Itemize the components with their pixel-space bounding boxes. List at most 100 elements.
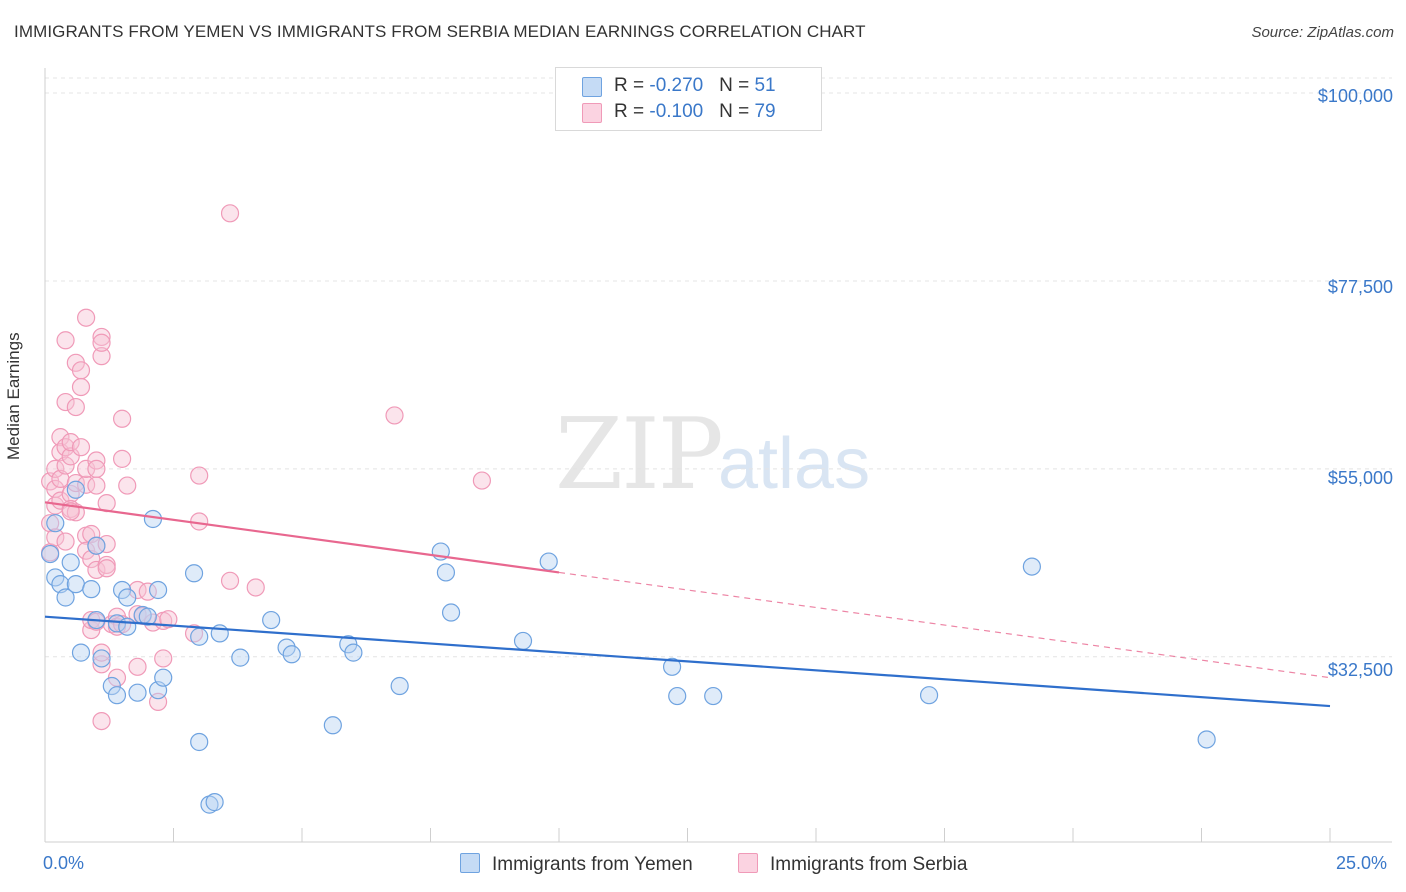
n-value: 79 <box>754 101 776 122</box>
yemen-point <box>1197 730 1216 749</box>
trend-lines <box>44 501 1331 708</box>
yemen-points <box>41 480 1216 814</box>
r-value: -0.270 <box>649 75 704 96</box>
serbia-point <box>77 475 96 494</box>
yemen-point <box>118 617 137 636</box>
serbia-point <box>51 428 70 447</box>
serbia-point <box>87 476 106 495</box>
serbia-point <box>87 459 106 478</box>
serbia-point <box>184 624 204 643</box>
yemen-point <box>71 643 91 662</box>
serbia-point <box>112 409 132 428</box>
yemen-point <box>190 732 209 752</box>
n-value: 51 <box>754 75 776 96</box>
yemen-point <box>154 668 173 687</box>
yemen-point <box>282 645 301 664</box>
serbia-point <box>385 406 404 425</box>
serbia-point <box>61 433 80 452</box>
x-tick-label-max: 25.0% <box>1336 853 1388 873</box>
yemen-point <box>102 676 121 696</box>
serbia-point <box>118 476 137 495</box>
n-label: N = <box>719 101 755 122</box>
y-tick-label: $77,500 <box>1327 277 1393 297</box>
serbia-point <box>97 559 116 578</box>
serbia-point <box>56 392 75 412</box>
yemen-point <box>231 648 250 667</box>
y-axis-label: Median Earnings <box>4 332 23 460</box>
yemen-point <box>143 509 163 529</box>
yemen-point <box>66 480 85 499</box>
serbia-point <box>92 333 111 352</box>
yemen-point <box>148 580 168 600</box>
serbia-point <box>56 331 75 350</box>
x-tick-label-min: 0.0% <box>43 853 85 873</box>
serbia-point <box>56 532 75 551</box>
yemen-trend-line <box>44 615 1331 708</box>
y-tick-label: $55,000 <box>1327 468 1393 488</box>
yemen-point <box>668 686 687 706</box>
serbia-point <box>92 347 111 366</box>
yemen-point <box>436 563 456 582</box>
yemen-point <box>51 575 70 594</box>
serbia-point <box>190 466 209 485</box>
yemen-point <box>82 580 101 599</box>
bottom-legend-serbia: Immigrants from Serbia <box>738 853 967 876</box>
serbia-swatch <box>738 853 758 873</box>
serbia-point <box>71 438 91 457</box>
serbia-point <box>46 528 65 547</box>
serbia-points <box>41 204 491 731</box>
serbia-point <box>82 524 101 544</box>
yemen-point <box>138 607 157 626</box>
bottom-legend-yemen: Immigrants from Yemen <box>460 853 693 876</box>
serbia-point <box>128 657 147 676</box>
gridlines <box>45 77 1392 658</box>
serbia-point <box>77 308 96 327</box>
yemen-point <box>344 643 363 662</box>
serbia-point <box>92 327 111 347</box>
serbia-point <box>71 361 91 380</box>
yemen-point <box>128 683 147 702</box>
serbia-trend-line <box>44 501 560 574</box>
yemen-point <box>184 564 204 583</box>
chart-title: IMMIGRANTS FROM YEMEN VS IMMIGRANTS FROM… <box>14 22 866 41</box>
yemen-point <box>56 588 75 607</box>
yemen-point <box>92 649 111 668</box>
serbia-point <box>112 615 132 634</box>
yemen-swatch <box>460 853 480 873</box>
serbia-point <box>56 456 75 475</box>
serbia-point <box>66 397 85 417</box>
yemen-point <box>66 575 85 594</box>
serbia-point <box>41 514 60 533</box>
source-credit: Source: ZipAtlas.com <box>1251 24 1394 41</box>
serbia-point <box>472 471 491 490</box>
serbia-point <box>112 449 132 468</box>
n-label: N = <box>719 75 755 96</box>
yemen-point <box>919 686 939 705</box>
yemen-point <box>200 795 219 814</box>
yemen-swatch <box>582 77 602 97</box>
serbia-point <box>246 578 265 597</box>
yemen-point <box>190 627 209 646</box>
axes <box>44 68 1392 843</box>
yemen-point <box>61 553 80 572</box>
serbia-point <box>92 643 111 662</box>
r-label: R = <box>614 101 650 122</box>
serbia-swatch <box>582 103 602 123</box>
legend-label-yemen: Immigrants from Yemen <box>492 854 693 875</box>
yemen-point <box>662 657 682 676</box>
yemen-point <box>441 603 461 622</box>
yemen-point <box>87 536 106 555</box>
yemen-point <box>262 610 281 630</box>
yemen-point <box>107 686 127 705</box>
yemen-point <box>704 686 723 706</box>
serbia-point <box>220 204 240 223</box>
serbia-point <box>220 571 240 590</box>
r-label: R = <box>614 75 650 96</box>
serbia-point <box>92 711 111 731</box>
legend-label-serbia: Immigrants from Serbia <box>770 854 968 875</box>
yemen-point <box>118 588 137 607</box>
watermark-zip: ZIP <box>555 398 722 512</box>
yemen-point <box>46 514 65 533</box>
yemen-point <box>390 676 409 696</box>
serbia-trend-extension <box>558 571 1331 679</box>
